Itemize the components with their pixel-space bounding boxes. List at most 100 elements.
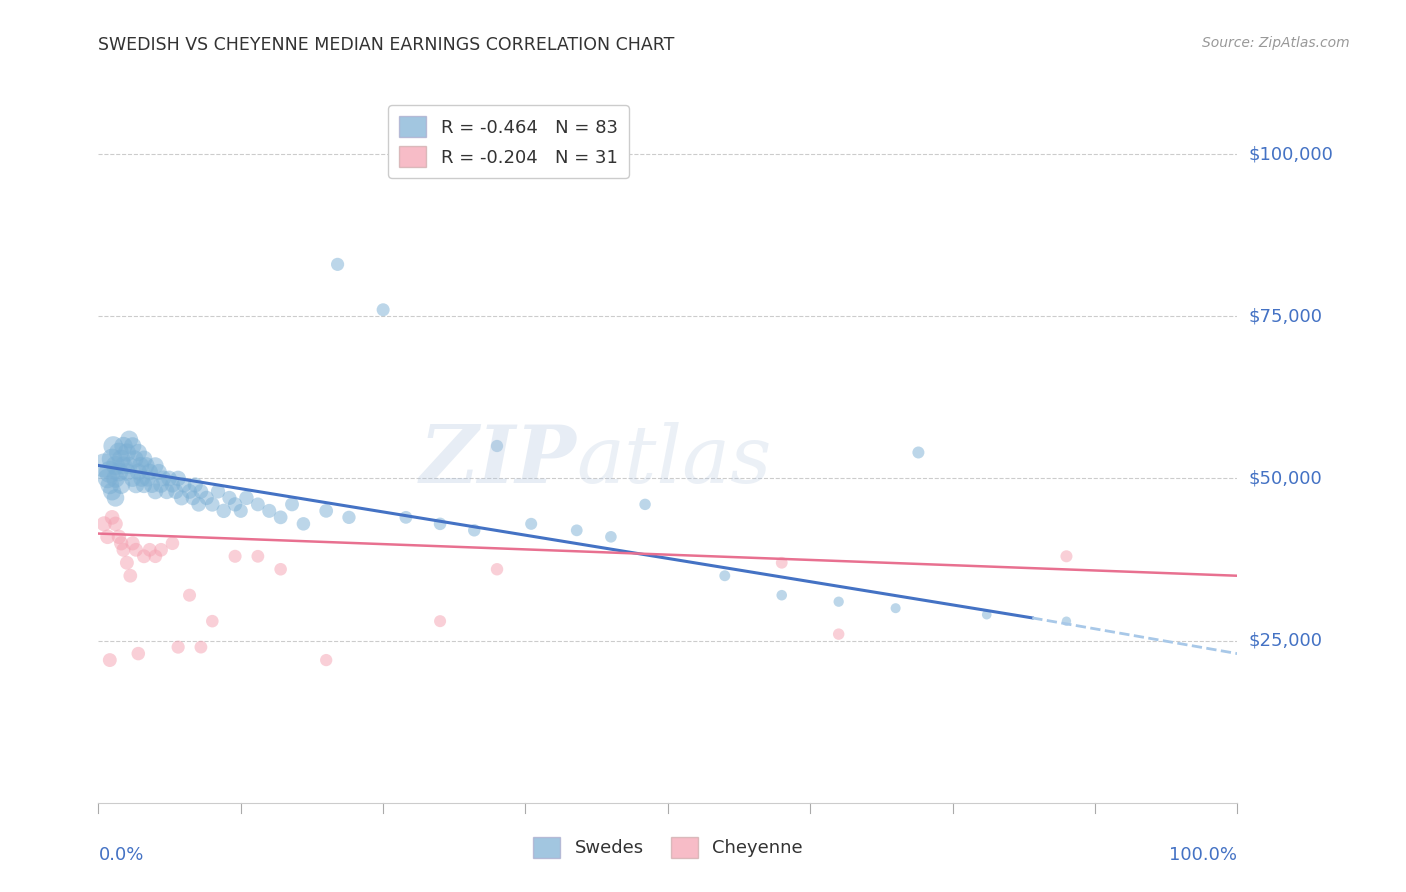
Point [101, 510, 124, 524]
Point [108, 465, 131, 479]
Point [110, 452, 132, 467]
Point [195, 491, 218, 505]
Point [520, 516, 543, 531]
Text: $75,000: $75,000 [1249, 307, 1323, 326]
Point [337, 510, 360, 524]
Point [129, 458, 152, 473]
Point [93, 458, 115, 473]
Point [104, 516, 127, 531]
Point [201, 497, 224, 511]
Point [173, 478, 195, 492]
Point [125, 478, 148, 492]
Point [127, 465, 149, 479]
Point [907, 445, 929, 459]
Point [259, 504, 281, 518]
Point [162, 536, 184, 550]
Point [110, 536, 132, 550]
Point [229, 504, 252, 518]
Point [190, 484, 212, 499]
Point [115, 465, 138, 479]
Point [152, 471, 174, 485]
Point [145, 549, 167, 564]
Point [224, 497, 246, 511]
Point [181, 491, 204, 505]
Point [104, 458, 127, 473]
Point [207, 484, 229, 499]
Point [371, 302, 394, 317]
Point [463, 524, 485, 538]
Text: 100.0%: 100.0% [1170, 846, 1237, 863]
Point [270, 562, 292, 576]
Point [132, 452, 155, 467]
Point [121, 536, 143, 550]
Text: 0.0%: 0.0% [98, 846, 143, 863]
Point [486, 439, 509, 453]
Point [156, 484, 179, 499]
Point [165, 484, 187, 499]
Point [281, 497, 304, 511]
Point [112, 439, 135, 453]
Point [138, 542, 160, 557]
Point [150, 478, 173, 492]
Point [184, 478, 207, 492]
Point [120, 568, 142, 582]
Point [395, 510, 418, 524]
Point [201, 614, 224, 628]
Point [127, 445, 149, 459]
Point [828, 627, 851, 641]
Point [1054, 614, 1078, 628]
Point [167, 640, 190, 654]
Point [145, 458, 167, 473]
Point [315, 653, 337, 667]
Point [565, 524, 588, 538]
Point [96, 530, 118, 544]
Point [101, 484, 124, 499]
Legend: Swedes, Cheyenne: Swedes, Cheyenne [526, 830, 810, 865]
Text: $25,000: $25,000 [1249, 632, 1323, 649]
Point [98, 478, 121, 492]
Point [714, 568, 737, 582]
Point [634, 497, 657, 511]
Point [121, 471, 143, 485]
Point [770, 588, 793, 602]
Point [218, 491, 240, 505]
Point [828, 595, 851, 609]
Point [1054, 549, 1078, 564]
Text: $50,000: $50,000 [1249, 469, 1322, 487]
Point [179, 484, 201, 499]
Point [162, 478, 184, 492]
Point [110, 478, 132, 492]
Point [224, 549, 246, 564]
Text: SWEDISH VS CHEYENNE MEDIAN EARNINGS CORRELATION CHART: SWEDISH VS CHEYENNE MEDIAN EARNINGS CORR… [98, 36, 675, 54]
Point [132, 549, 155, 564]
Point [103, 439, 125, 453]
Point [150, 542, 173, 557]
Point [112, 458, 135, 473]
Point [235, 491, 257, 505]
Point [167, 471, 190, 485]
Point [292, 516, 315, 531]
Point [104, 491, 127, 505]
Point [145, 484, 167, 499]
Point [600, 530, 623, 544]
Point [429, 614, 451, 628]
Point [118, 458, 141, 473]
Point [170, 491, 193, 505]
Point [190, 640, 212, 654]
Text: $100,000: $100,000 [1249, 145, 1333, 163]
Point [124, 452, 146, 467]
Point [157, 471, 180, 485]
Point [486, 562, 509, 576]
Point [187, 497, 209, 511]
Point [115, 445, 138, 459]
Point [101, 452, 124, 467]
Point [127, 647, 149, 661]
Point [135, 458, 157, 473]
Point [326, 257, 349, 271]
Point [115, 556, 138, 570]
Point [141, 478, 163, 492]
Point [770, 556, 793, 570]
Point [112, 542, 135, 557]
Point [131, 471, 153, 485]
Point [132, 478, 155, 492]
